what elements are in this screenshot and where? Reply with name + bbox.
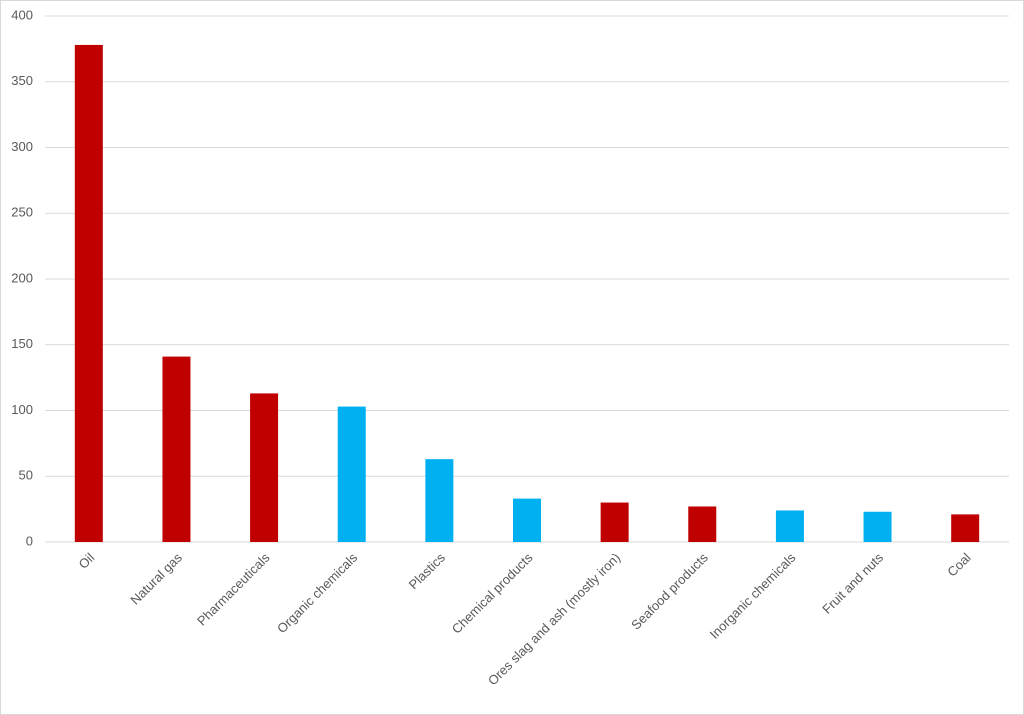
bar xyxy=(600,502,629,542)
bar xyxy=(775,510,804,542)
y-tick-label: 100 xyxy=(11,402,33,417)
bar xyxy=(951,514,980,542)
bar xyxy=(688,506,717,542)
y-tick-label: 250 xyxy=(11,205,33,220)
bar xyxy=(513,498,541,542)
bar xyxy=(863,511,892,542)
bar xyxy=(337,406,366,542)
bar xyxy=(74,44,103,543)
y-tick-label: 300 xyxy=(11,139,33,154)
bar xyxy=(162,356,191,542)
y-tick-label: 400 xyxy=(11,7,33,22)
bar xyxy=(250,393,279,542)
y-tick-label: 350 xyxy=(11,73,33,88)
y-tick-label: 200 xyxy=(11,270,33,285)
y-tick-label: 0 xyxy=(26,533,33,548)
y-tick-label: 150 xyxy=(11,336,33,351)
y-tick-label: 50 xyxy=(19,468,33,483)
bar xyxy=(425,459,454,542)
